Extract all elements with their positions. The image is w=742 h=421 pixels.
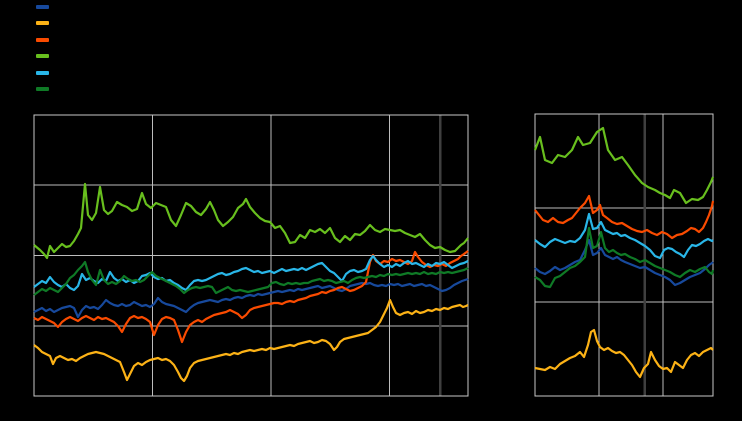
right-panel-series-skyblue-line (534, 212, 714, 260)
left-panel-series-navy-line (33, 277, 469, 319)
legend-swatch-series-gold (36, 21, 49, 26)
legend-swatch-series-orange (36, 37, 49, 42)
legend-swatch-series-navy (36, 5, 49, 9)
legend-swatch-series-darkgreen (36, 87, 49, 91)
left-panel-border (33, 114, 469, 397)
left-panel-series-gold-line (33, 298, 469, 383)
left-panel-series-darkgreen-line (33, 260, 469, 296)
right-panel-series-lightgreen-line (533, 126, 715, 205)
left-panel-series-skyblue-line (33, 254, 469, 292)
right-panel-border (534, 113, 714, 397)
left-panel-series-lightgreen-line (33, 182, 469, 260)
right-panel-series-gold-line (534, 328, 714, 379)
right-panel-series-darkgreen-line (534, 226, 715, 289)
legend-swatch-series-lightgreen (36, 54, 49, 59)
legend-swatch-series-skyblue (36, 70, 49, 75)
left-panel-series-orange-line (33, 250, 469, 344)
right-panel-series-orange-line (534, 194, 715, 240)
right-panel-series-navy-line (534, 238, 714, 287)
